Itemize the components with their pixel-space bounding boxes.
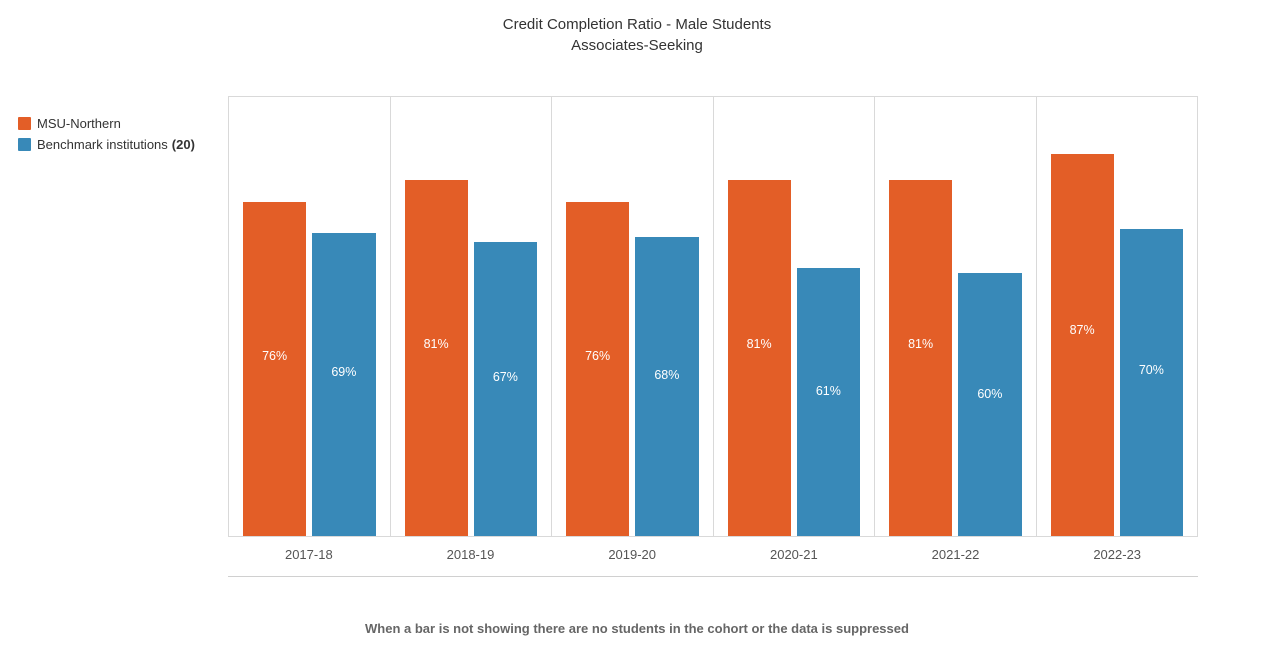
bar: 68% [635,237,698,536]
chart-title-block: Credit Completion Ratio - Male Students … [0,0,1274,56]
bar: 76% [243,202,306,536]
legend-label: Benchmark institutions [37,137,168,152]
legend-item: MSU-Northern [18,116,195,131]
x-axis-label: 2018-19 [390,537,552,562]
x-axis-label: 2020-21 [713,537,875,562]
x-axis: 2017-182018-192019-202020-212021-222022-… [228,536,1198,562]
bar-value-label: 60% [977,387,1002,401]
legend-swatch-icon [18,138,31,151]
bar-value-label: 61% [816,384,841,398]
bar-group: 87% 70% [1037,97,1198,536]
plot-area: 76% 69% 81% 67% 76% 68% 81% 61% 81% 60% 87% 70% [228,96,1198,536]
bar-value-label: 68% [654,368,679,382]
axis-baseline [228,576,1198,577]
x-axis-label: 2022-23 [1036,537,1198,562]
bar-value-label: 70% [1139,363,1164,377]
legend-count: (20) [172,137,195,152]
bar: 70% [1120,229,1183,536]
chart-title-line2: Associates-Seeking [0,35,1274,56]
bar: 61% [797,268,860,536]
bar: 67% [474,242,537,536]
legend-label: MSU-Northern [37,116,121,131]
bar: 87% [1051,154,1114,536]
bar-group: 81% 60% [875,97,1037,536]
bar: 69% [312,233,375,536]
bar-group: 76% 69% [229,97,391,536]
bar-value-label: 76% [585,349,610,363]
bar-value-label: 81% [747,337,772,351]
chart-title-line1: Credit Completion Ratio - Male Students [0,14,1274,35]
x-axis-label: 2021-22 [875,537,1037,562]
legend-item: Benchmark institutions (20) [18,137,195,152]
bar: 60% [958,273,1021,536]
x-axis-label: 2017-18 [228,537,390,562]
bar-group: 76% 68% [552,97,714,536]
bar-value-label: 69% [331,365,356,379]
bar-group: 81% 61% [714,97,876,536]
x-axis-label: 2019-20 [551,537,713,562]
bar-value-label: 87% [1070,323,1095,337]
bar: 81% [889,180,952,536]
bar: 81% [405,180,468,536]
bar: 76% [566,202,629,536]
bar: 81% [728,180,791,536]
bar-group: 81% 67% [391,97,553,536]
chart-area: 76% 69% 81% 67% 76% 68% 81% 61% 81% 60% 87% 70% 201… [228,96,1198,576]
legend: MSU-Northern Benchmark institutions (20) [18,116,195,158]
bar-value-label: 67% [493,370,518,384]
bar-value-label: 81% [424,337,449,351]
chart-footnote: When a bar is not showing there are no s… [0,621,1274,636]
legend-swatch-icon [18,117,31,130]
bar-value-label: 81% [908,337,933,351]
bar-value-label: 76% [262,349,287,363]
